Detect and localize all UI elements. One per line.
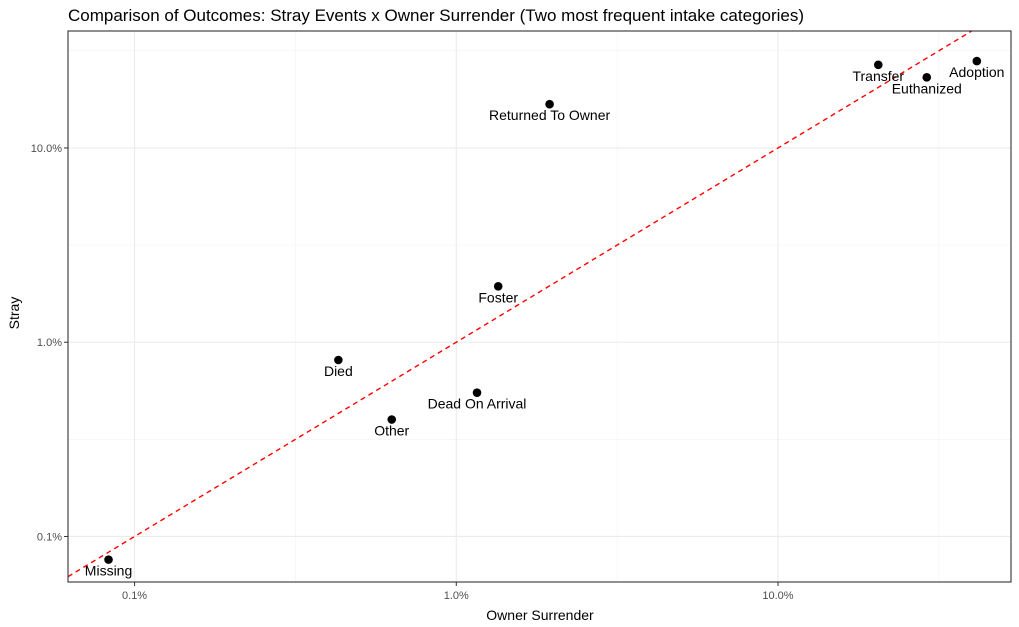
x-tick-label: 10.0% bbox=[762, 590, 793, 602]
x-axis-title: Owner Surrender bbox=[486, 607, 594, 623]
x-axis-ticks: 0.1% 1.0% 10.0% bbox=[122, 582, 794, 602]
identity-reference-line bbox=[67, 30, 973, 578]
y-axis-title: Stray bbox=[6, 297, 22, 330]
points-layer bbox=[104, 56, 982, 564]
reference-line-layer bbox=[67, 30, 973, 578]
data-point bbox=[387, 415, 397, 424]
data-point bbox=[472, 388, 482, 397]
x-tick-label: 1.0% bbox=[444, 590, 469, 602]
y-axis-ticks: 0.1% 1.0% 10.0% bbox=[31, 143, 68, 543]
point-label: Missing bbox=[85, 563, 132, 579]
point-label: Foster bbox=[478, 289, 518, 305]
chart-title: Comparison of Outcomes: Stray Events x O… bbox=[68, 6, 804, 25]
point-label: Died bbox=[324, 363, 353, 379]
point-label: Other bbox=[374, 423, 409, 439]
x-tick-label: 0.1% bbox=[122, 590, 147, 602]
y-tick-label: 10.0% bbox=[31, 143, 62, 155]
point-label: Transfer bbox=[852, 68, 904, 84]
point-label: Dead On Arrival bbox=[428, 396, 527, 412]
data-point bbox=[493, 282, 503, 291]
point-label: Returned To Owner bbox=[489, 107, 610, 123]
minor-grid bbox=[68, 31, 1011, 582]
y-tick-label: 1.0% bbox=[37, 337, 62, 349]
data-point bbox=[104, 555, 113, 564]
y-tick-label: 0.1% bbox=[37, 531, 62, 543]
point-label: Adoption bbox=[949, 64, 1004, 80]
major-grid bbox=[68, 31, 1011, 582]
data-point bbox=[334, 355, 343, 365]
panel-border bbox=[67, 30, 1012, 583]
data-point bbox=[873, 60, 883, 70]
data-point bbox=[545, 99, 554, 109]
point-label: Euthanized bbox=[892, 80, 962, 96]
data-point bbox=[972, 56, 982, 66]
data-point bbox=[922, 73, 932, 82]
